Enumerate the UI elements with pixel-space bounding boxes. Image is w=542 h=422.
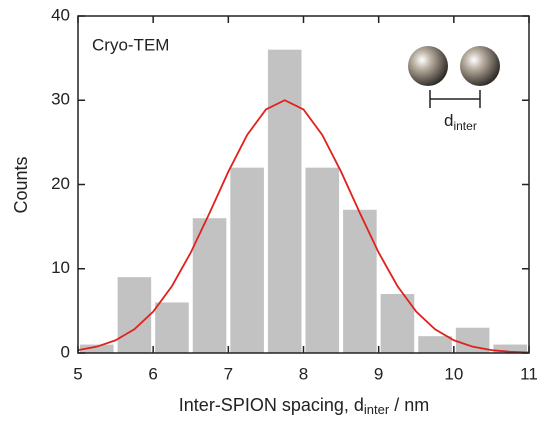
bar [493, 344, 527, 353]
annotation: Cryo-TEM [92, 35, 169, 54]
fit-curve [77, 99, 530, 354]
bar [267, 49, 302, 353]
bar [230, 167, 264, 353]
bar [117, 277, 152, 353]
x-tick-label: 8 [299, 364, 308, 383]
sphere [460, 46, 500, 86]
bar [192, 218, 227, 353]
inset: dinter [408, 46, 500, 133]
y-tick-label: 30 [51, 90, 70, 109]
x-tick-label: 5 [73, 364, 82, 383]
x-axis-label: Inter-SPION spacing, dinter / nm [179, 395, 429, 418]
x-tick-label: 9 [374, 364, 383, 383]
x-tick-label: 11 [520, 364, 538, 383]
y-axis-label: Counts [11, 156, 31, 213]
x-axis-label-sub: inter [364, 402, 390, 417]
bar [305, 167, 340, 353]
inset-label-text: d [444, 111, 453, 130]
x-axis-label-text: Inter-SPION spacing, d [179, 395, 364, 415]
x-axis-label-tail: / nm [389, 395, 429, 415]
y-tick-label: 40 [51, 5, 70, 24]
bar [380, 294, 415, 353]
bar [155, 302, 189, 353]
y-tick-label: 10 [51, 258, 70, 277]
x-tick-label: 10 [444, 364, 463, 383]
x-tick-label: 6 [148, 364, 157, 383]
y-tick-label: 20 [51, 174, 70, 193]
inset-label: dinter [444, 111, 477, 133]
distance-bracket [429, 90, 481, 108]
x-tick-label: 7 [224, 364, 233, 383]
bar [418, 336, 452, 353]
inset-label-sub: inter [453, 119, 476, 133]
bar [80, 344, 114, 353]
sphere [408, 46, 448, 86]
bar [343, 209, 377, 353]
y-tick-label: 0 [61, 342, 70, 361]
